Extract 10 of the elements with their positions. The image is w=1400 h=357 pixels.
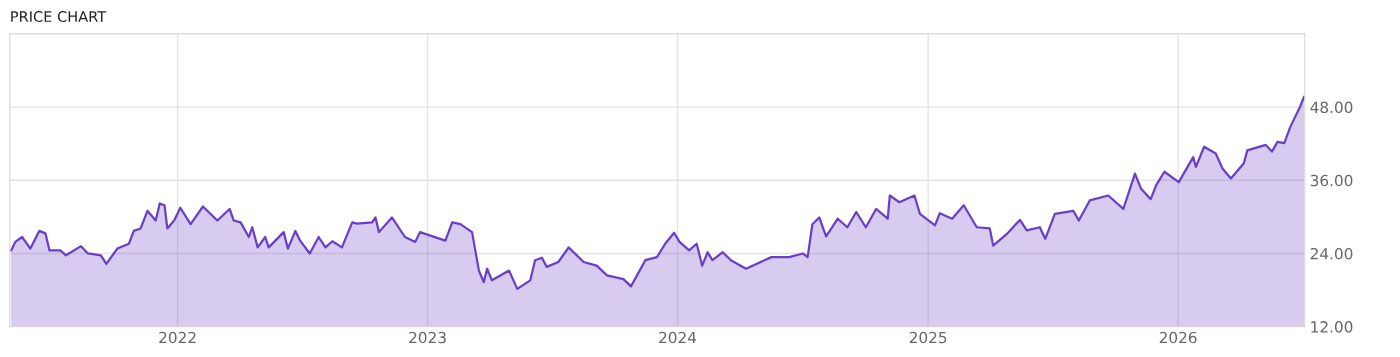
chart-title: PRICE CHART	[11, 11, 107, 23]
y-tick-label: 36.00	[1310, 174, 1353, 187]
y-tick-label: 24.00	[1310, 247, 1353, 260]
x-tick-label: 2026	[1159, 331, 1197, 344]
y-tick-label: 12.00	[1311, 321, 1353, 333]
x-tick-label: 2022	[159, 331, 196, 344]
x-tick-label: 2023	[409, 331, 446, 344]
y-tick-label: 48.00	[1310, 101, 1353, 114]
x-tick-label: 2024	[659, 331, 697, 344]
x-tick-label: 2025	[909, 331, 947, 344]
